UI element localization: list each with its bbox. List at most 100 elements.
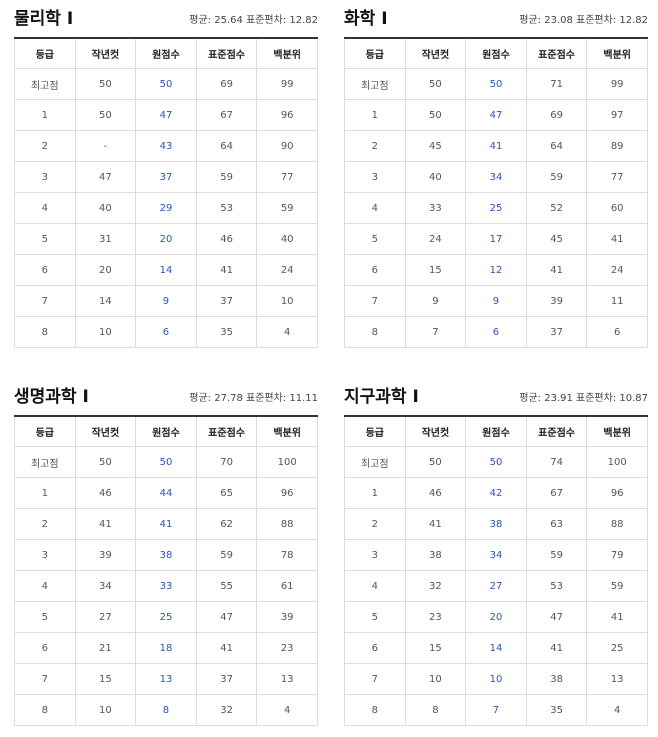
cell: 10: [256, 285, 318, 317]
cell: 46: [195, 223, 258, 255]
cell: 41: [525, 632, 588, 664]
cell: 2: [14, 130, 76, 162]
cell: 77: [586, 161, 648, 193]
cell: 35: [195, 316, 258, 348]
column-header: 등급: [344, 415, 406, 447]
cell: 38: [525, 663, 588, 695]
cell: 100: [586, 446, 648, 478]
cell: 39: [525, 285, 588, 317]
grade-row: 8 8 7 35 4: [344, 694, 648, 726]
grade-row: 5 31 20 46 40: [14, 223, 318, 255]
cell: 4: [586, 694, 648, 726]
cell: 4: [256, 316, 318, 348]
cell: 46: [74, 477, 137, 509]
column-header: 작년컷: [404, 415, 467, 447]
grade-row: 4 40 29 53 59: [14, 192, 318, 224]
cell: 4: [14, 192, 76, 224]
cell: 5: [14, 601, 76, 633]
header-row: 등급 작년컷 원점수 표준점수 백분위: [14, 415, 318, 447]
grade-row: 4 34 33 55 61: [14, 570, 318, 602]
column-header: 등급: [14, 415, 76, 447]
cell: 59: [586, 570, 648, 602]
cell: 37: [195, 663, 258, 695]
cell: 21: [74, 632, 137, 664]
cell: 7: [404, 316, 467, 348]
cell: 10: [74, 316, 137, 348]
cell: 47: [465, 99, 527, 131]
grade-row: 6 21 18 41 23: [14, 632, 318, 664]
cell: 8: [14, 316, 76, 348]
cell: 47: [525, 601, 588, 633]
cell: 8: [14, 694, 76, 726]
cell: 27: [465, 570, 527, 602]
grade-row: 3 40 34 59 77: [344, 161, 648, 193]
cell: 50: [404, 446, 467, 478]
column-header: 백분위: [256, 415, 318, 447]
grade-row: 5 24 17 45 41: [344, 223, 648, 255]
cell: 14: [465, 632, 527, 664]
cell: 65: [195, 477, 258, 509]
column-header: 백분위: [256, 37, 318, 69]
cell: 59: [195, 161, 258, 193]
cell: 4: [344, 192, 406, 224]
cell: 25: [586, 632, 648, 664]
cell: 7: [14, 663, 76, 695]
cell: 70: [195, 446, 258, 478]
cell: 10: [74, 694, 137, 726]
cell: 20: [465, 601, 527, 633]
cell: 41: [74, 508, 137, 540]
cell: 13: [256, 663, 318, 695]
column-header: 원점수: [465, 415, 527, 447]
grade-row: 2 41 41 62 88: [14, 508, 318, 540]
cell: 29: [135, 192, 197, 224]
cell: 88: [256, 508, 318, 540]
cell: 67: [195, 99, 258, 131]
cell: 47: [74, 161, 137, 193]
cell: 9: [135, 285, 197, 317]
cell: 5: [344, 601, 406, 633]
cell: 100: [256, 446, 318, 478]
cell: 74: [525, 446, 588, 478]
cell: 45: [404, 130, 467, 162]
column-header: 백분위: [586, 415, 648, 447]
cell: 46: [404, 477, 467, 509]
cell: 6: [14, 254, 76, 286]
cell: 1: [344, 99, 406, 131]
cell: 60: [586, 192, 648, 224]
cell: 40: [74, 192, 137, 224]
cell: 69: [195, 68, 258, 100]
cell: 38: [465, 508, 527, 540]
grade-row: 7 14 9 37 10: [14, 285, 318, 317]
cell: 4: [256, 694, 318, 726]
header-row: 등급 작년컷 원점수 표준점수 백분위: [14, 37, 318, 69]
cell: 50: [74, 446, 137, 478]
grade-row: 1 46 42 67 96: [344, 477, 648, 509]
grade-row: 최고점 50 50 70 100: [14, 446, 318, 478]
grade-row: 3 38 34 59 79: [344, 539, 648, 571]
cell: 8: [344, 694, 406, 726]
grade-row: 6 20 14 41 24: [14, 254, 318, 286]
grade-row: 4 33 25 52 60: [344, 192, 648, 224]
cell: 7: [344, 285, 406, 317]
cell: 43: [135, 130, 197, 162]
column-header: 표준점수: [195, 415, 258, 447]
cell: 97: [586, 99, 648, 131]
cell: 38: [404, 539, 467, 571]
cell: 1: [14, 99, 76, 131]
column-header: 원점수: [135, 37, 197, 69]
header-row: 등급 작년컷 원점수 표준점수 백분위: [344, 37, 648, 69]
cell: 41: [195, 632, 258, 664]
score-stats: 평균: 23.08 표준편차: 12.82: [519, 15, 648, 26]
cell: 53: [195, 192, 258, 224]
grade-row: 4 32 27 53 59: [344, 570, 648, 602]
score-stats: 평균: 27.78 표준편차: 11.11: [189, 393, 318, 404]
cell: 25: [465, 192, 527, 224]
cell: 96: [256, 477, 318, 509]
cell: 4: [14, 570, 76, 602]
cell: 78: [256, 539, 318, 571]
grade-row: 최고점 50 50 69 99: [14, 68, 318, 100]
grade-row: 7 9 9 39 11: [344, 285, 648, 317]
grade-row: 최고점 50 50 71 99: [344, 68, 648, 100]
cell: 13: [135, 663, 197, 695]
subject-title: 생명과학 Ⅰ: [14, 387, 89, 407]
